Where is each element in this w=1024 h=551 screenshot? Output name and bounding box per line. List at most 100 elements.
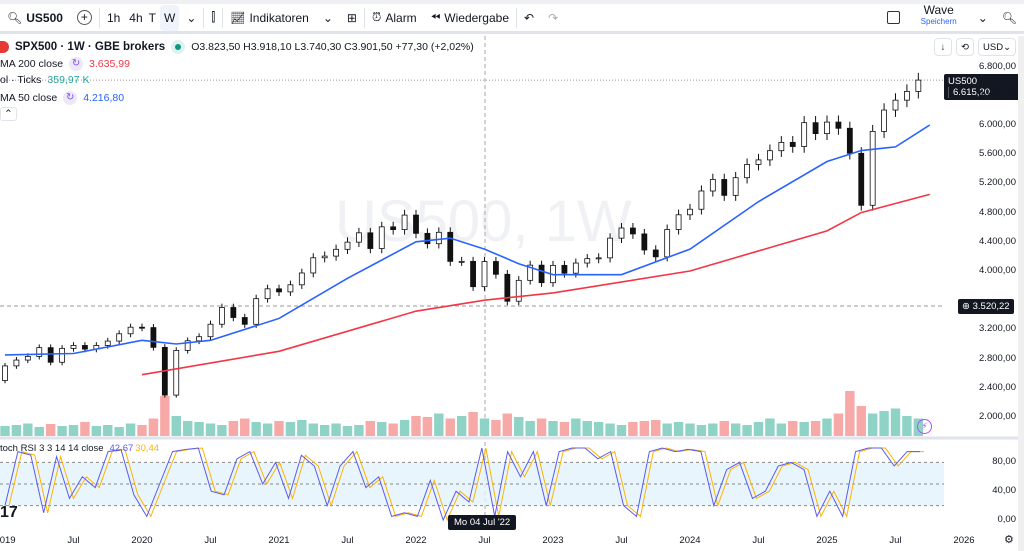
candle xyxy=(515,279,522,302)
candle xyxy=(641,233,648,251)
candle xyxy=(835,121,842,129)
interval-1h[interactable]: 1h xyxy=(106,10,121,25)
x-axis-label: Jul xyxy=(478,535,491,546)
indicator-icon[interactable]: ⚡︎ xyxy=(917,419,932,434)
add-symbol-button[interactable]: + xyxy=(70,5,99,31)
fullscreen-button[interactable] xyxy=(880,5,907,31)
volume-bar xyxy=(685,423,695,436)
candle xyxy=(59,347,65,363)
plus-circle-icon[interactable]: ⊕ xyxy=(962,301,970,312)
volume-bar xyxy=(708,423,718,436)
chart-type-button[interactable]: ⫿ xyxy=(204,5,222,31)
volume-bar xyxy=(262,423,273,436)
interval-week[interactable]: W xyxy=(160,4,180,31)
scroll-down-button[interactable]: ↓ xyxy=(934,38,952,56)
currency-select[interactable]: USD ⌄ xyxy=(978,38,1016,56)
volume-bar xyxy=(0,426,10,436)
quick-search-button[interactable]: 🔍︎ xyxy=(995,5,1024,31)
collapse-legend-button[interactable]: ⌃ xyxy=(0,107,17,121)
layout-save[interactable]: Wave Speichern xyxy=(920,2,957,26)
volume-bar xyxy=(628,422,638,436)
x-axis-label: Jul xyxy=(204,535,217,546)
symbol-search[interactable]: 🔍︎ US500 xyxy=(7,10,63,25)
x-axis-label: 2024 xyxy=(679,535,701,546)
candle xyxy=(104,340,111,346)
volume-bar xyxy=(902,416,912,436)
candle xyxy=(572,262,579,274)
interval-day[interactable]: T xyxy=(148,10,156,25)
stoch-d-line xyxy=(8,447,924,522)
layouts-button[interactable]: ⊞ xyxy=(340,5,364,31)
sync-icon: ↻ xyxy=(63,91,78,105)
square-icon xyxy=(886,11,900,24)
volume-bar xyxy=(605,423,615,436)
candle xyxy=(219,307,225,325)
volume-bar xyxy=(479,418,490,436)
candle xyxy=(344,241,351,250)
candle xyxy=(413,214,419,234)
y-axis-label: 5.200,00 xyxy=(979,177,1016,189)
candle xyxy=(584,258,591,264)
candle xyxy=(481,261,488,288)
settings-icon[interactable]: ⚙︎ xyxy=(1004,534,1014,546)
volume-bar xyxy=(833,413,844,436)
chevron-down-icon: ⌄ xyxy=(977,10,988,25)
volume-bar xyxy=(502,413,513,436)
x-axis-label: 2026 xyxy=(953,535,975,546)
undo-icon: ↶ xyxy=(524,10,535,25)
volume-bar xyxy=(536,418,547,436)
ma50-legend[interactable]: MA 50 close ↻ 4.216,80 xyxy=(0,91,125,105)
ma200-legend[interactable]: MA 200 close ↻ 3.635,99 xyxy=(0,57,130,71)
volume-bar xyxy=(45,424,56,436)
refresh-icon: ⟲ xyxy=(961,41,969,53)
candle xyxy=(287,284,294,293)
y-axis-label: 3.200,00 xyxy=(979,323,1016,335)
divider xyxy=(516,7,518,28)
stoch-axis-label: 0,00 xyxy=(997,514,1017,525)
volume-bar xyxy=(80,422,90,436)
volume-bar xyxy=(890,408,901,436)
volume-bar xyxy=(719,421,729,436)
volume-bar xyxy=(399,420,410,436)
candle xyxy=(161,346,168,396)
volume-legend[interactable]: ol · Ticks 359,97 K xyxy=(0,74,90,86)
stoch-legend[interactable]: toch RSI 3 3 14 14 close 42,67 30,44 xyxy=(0,443,160,454)
candle xyxy=(892,99,899,111)
auto-scale-button[interactable]: ⟲ xyxy=(956,38,974,56)
volume-bar xyxy=(23,423,33,436)
interval-4h[interactable]: 4h xyxy=(129,10,143,25)
indicators-icon: 📈︎ xyxy=(230,10,246,25)
scrollbar[interactable] xyxy=(1018,36,1024,551)
indicators-dropdown[interactable]: ⌄ xyxy=(316,5,340,31)
redo-button[interactable]: ↷ xyxy=(541,5,565,31)
candle xyxy=(675,214,682,230)
volume-bar xyxy=(879,411,889,436)
candle xyxy=(298,272,305,286)
candle xyxy=(139,326,145,329)
crosshair-price-tag: ⊕ 3.520,22 xyxy=(958,299,1014,314)
candle xyxy=(687,208,693,216)
volume-bar xyxy=(125,423,136,436)
layout-dropdown[interactable]: ⌄ xyxy=(971,5,995,31)
alarm-clock-icon: ⏰︎ xyxy=(371,10,382,24)
ma200-line xyxy=(141,193,930,376)
volume-bar xyxy=(776,423,787,436)
volume-bar xyxy=(856,406,866,436)
replay-button[interactable]: ⏪︎ Wiedergabe xyxy=(430,10,510,25)
y-axis-label: 4.800,00 xyxy=(979,206,1016,218)
candle xyxy=(470,260,476,288)
interval-dropdown[interactable]: ⌄ xyxy=(179,5,203,31)
volume-bar xyxy=(160,396,170,436)
undo-button[interactable]: ↶ xyxy=(517,5,541,31)
volume-bar xyxy=(639,421,650,436)
candle xyxy=(196,336,202,342)
indicators-button[interactable]: 📈︎ Indikatoren xyxy=(230,10,309,25)
candle xyxy=(424,232,431,245)
volume-bar xyxy=(365,421,376,436)
x-axis-label: 2023 xyxy=(542,535,564,546)
alarm-button[interactable]: ⏰︎ Alarm xyxy=(371,10,417,25)
chevron-up-icon: ⌃ xyxy=(4,108,13,120)
y-axis-label: 6.400,00 xyxy=(979,89,1016,101)
candle xyxy=(709,179,716,192)
